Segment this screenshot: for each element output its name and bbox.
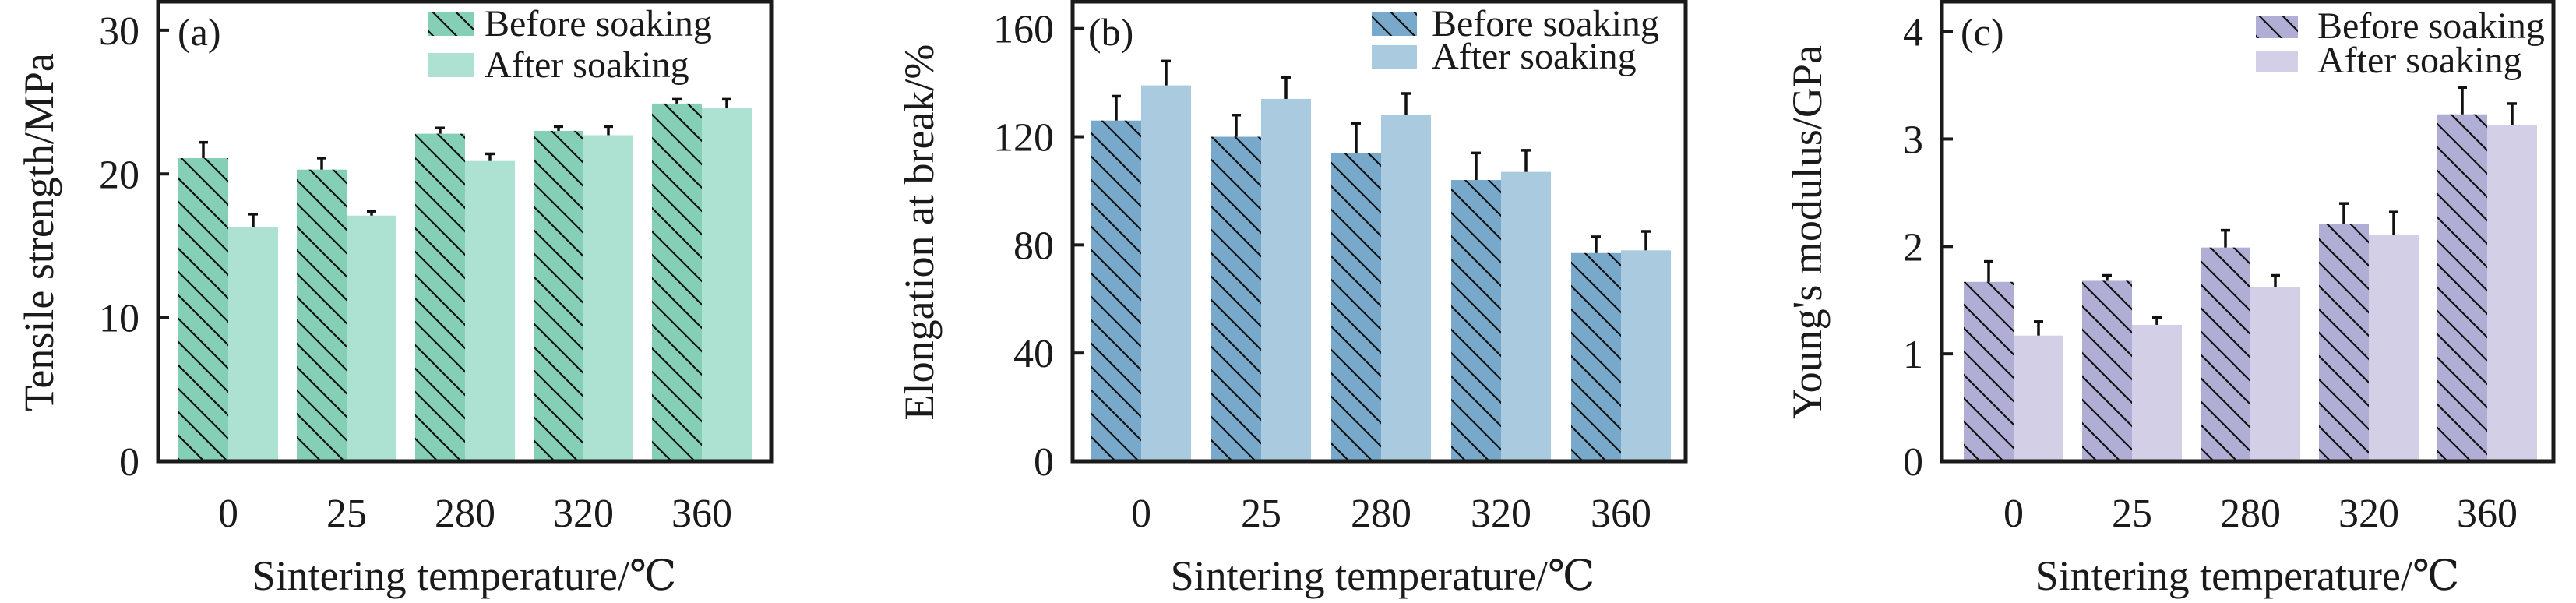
bar-hatch — [1091, 120, 1141, 462]
axes-frame — [1940, 0, 2556, 464]
panel-tag: (b) — [1088, 10, 1133, 54]
bar-hatch — [1211, 136, 1261, 461]
y-tick-label: 0 — [1034, 440, 1054, 485]
bar-after-soaking — [1501, 171, 1551, 461]
bar-after-soaking — [1621, 250, 1671, 461]
x-tick-label: 320 — [553, 492, 614, 536]
x-tick-label: 360 — [2457, 492, 2518, 536]
bar-hatch — [2437, 114, 2487, 462]
bar-after-soaking — [2487, 125, 2537, 462]
bars — [1964, 86, 2537, 462]
y-tick-label: 10 — [99, 297, 139, 341]
x-axis-title: Sintering temperature/℃ — [1171, 552, 1595, 599]
y-tick-label: 30 — [99, 9, 139, 54]
x-tick-label: 0 — [1131, 492, 1151, 536]
y-ticks: 0 1 2 3 4 — [1903, 11, 1953, 485]
panel-tag: (a) — [178, 10, 221, 54]
bar-after-soaking — [2132, 324, 2182, 461]
y-tick-label: 40 — [1013, 332, 1054, 376]
legend-label-before: Before soaking — [485, 3, 712, 44]
y-tick-label: 20 — [99, 153, 139, 197]
legend-label-after: After soaking — [2317, 40, 2522, 81]
y-tick-label: 0 — [1903, 440, 1923, 485]
bar-hatch — [2201, 247, 2250, 461]
y-axis-title: Elongation at break/% — [896, 44, 943, 421]
legend-swatch-before-hatch — [1372, 12, 1417, 36]
legend-swatch-after — [2256, 51, 2298, 72]
bar-after-soaking — [1261, 98, 1311, 462]
legend-swatch-before-hatch — [428, 12, 474, 36]
x-ticks: 0 25 280 320 360 — [2003, 492, 2518, 536]
x-tick-label: 280 — [1351, 492, 1411, 536]
x-tick-label: 25 — [1241, 492, 1281, 536]
y-axis-title: Tensile strength/MPa — [16, 53, 62, 411]
x-axis-title: Sintering temperature/℃ — [2035, 552, 2460, 599]
bar-hatch — [1571, 252, 1621, 461]
legend-label-after: After soaking — [1432, 36, 1637, 77]
bar-hatch — [297, 169, 347, 461]
bar-after-soaking — [2014, 335, 2063, 461]
bar-after-soaking — [347, 215, 396, 461]
bar-after-soaking — [2369, 235, 2419, 461]
y-ticks: 0 40 80 120 160 — [993, 8, 1084, 485]
x-tick-label: 360 — [671, 492, 732, 536]
bar-hatch — [2082, 280, 2132, 461]
bar-after-soaking — [2250, 287, 2300, 461]
legend: Before soaking After soaking — [2256, 5, 2545, 81]
bars — [1091, 59, 1671, 462]
legend-label-before: Before soaking — [2317, 5, 2545, 47]
x-tick-label: 280 — [435, 492, 495, 536]
bar-hatch — [2319, 224, 2369, 461]
x-tick-label: 320 — [1471, 492, 1531, 536]
bar-hatch — [1331, 153, 1381, 461]
legend-label-after: After soaking — [485, 44, 689, 86]
bar-hatch — [534, 130, 583, 461]
panel-b: Elongation at break/% (b) Before soaking… — [896, 0, 1688, 599]
bars — [178, 97, 752, 461]
panel-a: Tensile strength/MPa (a) Before soaking … — [16, 0, 774, 599]
x-tick-label: 0 — [2003, 492, 2024, 536]
y-tick-label: 80 — [1013, 224, 1054, 268]
legend-label-before: Before soaking — [1432, 3, 1659, 44]
bar-hatch — [1964, 281, 2014, 461]
y-tick-label: 2 — [1903, 225, 1923, 270]
x-tick-label: 25 — [2112, 492, 2152, 536]
panel-tag: (c) — [1961, 10, 2004, 54]
y-tick-label: 3 — [1903, 118, 1923, 162]
x-ticks: 0 25 280 320 360 — [218, 492, 732, 536]
y-tick-label: 4 — [1903, 11, 1923, 55]
bar-after-soaking — [1141, 85, 1191, 462]
axes-frame — [156, 0, 774, 464]
x-tick-label: 25 — [326, 492, 367, 536]
bar-after-soaking — [228, 227, 278, 461]
axes-frame — [1070, 0, 1688, 464]
bar-hatch — [178, 157, 228, 461]
y-tick-label: 0 — [119, 440, 139, 485]
bar-hatch — [415, 133, 465, 461]
legend: Before soaking After soaking — [428, 3, 712, 86]
y-tick-label: 160 — [993, 8, 1054, 52]
x-tick-label: 0 — [218, 492, 238, 536]
bar-after-soaking — [1381, 115, 1431, 461]
y-tick-label: 120 — [993, 116, 1054, 160]
legend-swatch-after — [428, 53, 474, 77]
bar-after-soaking — [702, 108, 752, 461]
x-tick-label: 320 — [2338, 492, 2399, 536]
legend-swatch-after — [1372, 45, 1417, 69]
legend-swatch-before-hatch — [2256, 16, 2298, 38]
panel-c: Young's modulus/GPa (c) Before soaking A… — [1784, 0, 2556, 599]
y-axis-title: Young's modulus/GPa — [1784, 45, 1831, 419]
bar-hatch — [1451, 180, 1501, 461]
x-tick-label: 280 — [2220, 492, 2281, 536]
bar-hatch — [652, 103, 702, 461]
bar-after-soaking — [465, 160, 515, 461]
x-axis-title: Sintering temperature/℃ — [252, 552, 677, 599]
y-tick-label: 1 — [1903, 333, 1923, 377]
bar-after-soaking — [583, 135, 633, 461]
legend: Before soaking After soaking — [1372, 3, 1659, 77]
x-ticks: 0 25 280 320 360 — [1131, 492, 1651, 536]
x-tick-label: 360 — [1591, 492, 1651, 536]
